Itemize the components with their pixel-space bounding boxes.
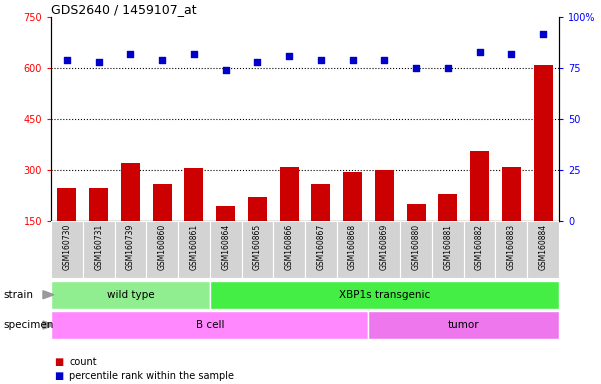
Point xyxy=(443,65,453,71)
Point xyxy=(475,49,484,55)
Point xyxy=(189,51,199,57)
Point xyxy=(221,67,230,73)
Bar xyxy=(375,170,394,272)
Polygon shape xyxy=(43,291,54,299)
Bar xyxy=(242,221,273,278)
Point xyxy=(157,57,167,63)
Bar xyxy=(178,221,210,278)
Bar xyxy=(185,168,203,272)
Point xyxy=(94,59,103,65)
Text: specimen: specimen xyxy=(3,320,53,330)
Bar xyxy=(502,167,521,272)
Text: XBP1s transgenic: XBP1s transgenic xyxy=(339,290,430,300)
Polygon shape xyxy=(43,321,54,329)
Bar xyxy=(273,221,305,278)
Text: tumor: tumor xyxy=(448,320,480,330)
Text: GSM160869: GSM160869 xyxy=(380,223,389,270)
Text: percentile rank within the sample: percentile rank within the sample xyxy=(69,371,234,381)
Bar xyxy=(407,204,426,272)
Text: ■: ■ xyxy=(54,371,63,381)
Bar xyxy=(527,221,559,278)
Bar xyxy=(368,221,400,278)
Bar xyxy=(51,221,83,278)
Bar xyxy=(400,221,432,278)
Bar xyxy=(368,311,559,339)
Bar xyxy=(121,163,140,272)
Text: GDS2640 / 1459107_at: GDS2640 / 1459107_at xyxy=(51,3,197,16)
Text: GSM160731: GSM160731 xyxy=(94,223,103,270)
Text: GSM160867: GSM160867 xyxy=(316,223,325,270)
Text: GSM160730: GSM160730 xyxy=(63,223,72,270)
Point xyxy=(380,57,389,63)
Bar xyxy=(432,221,464,278)
Text: GSM160865: GSM160865 xyxy=(253,223,262,270)
Text: B cell: B cell xyxy=(195,320,224,330)
Text: GSM160861: GSM160861 xyxy=(189,223,198,270)
Bar xyxy=(464,221,495,278)
Point xyxy=(316,57,326,63)
Bar xyxy=(343,172,362,272)
Point xyxy=(126,51,135,57)
Bar xyxy=(311,184,331,272)
Text: GSM160884: GSM160884 xyxy=(538,223,548,270)
Bar xyxy=(248,197,267,272)
Bar xyxy=(216,205,235,272)
Bar xyxy=(83,221,115,278)
Bar xyxy=(51,281,210,309)
Point xyxy=(62,57,72,63)
Bar xyxy=(115,221,146,278)
Text: GSM160881: GSM160881 xyxy=(444,224,453,270)
Bar xyxy=(51,311,368,339)
Text: strain: strain xyxy=(3,290,33,300)
Bar xyxy=(305,221,337,278)
Text: GSM160860: GSM160860 xyxy=(157,223,166,270)
Bar xyxy=(438,194,457,272)
Point xyxy=(252,59,262,65)
Point xyxy=(507,51,516,57)
Bar xyxy=(58,187,76,272)
Text: GSM160866: GSM160866 xyxy=(285,223,294,270)
Text: GSM160883: GSM160883 xyxy=(507,223,516,270)
Bar xyxy=(153,184,172,272)
Point xyxy=(411,65,421,71)
Bar xyxy=(89,188,108,272)
Point xyxy=(348,57,358,63)
Bar xyxy=(470,151,489,272)
Text: GSM160868: GSM160868 xyxy=(348,223,357,270)
Point xyxy=(538,30,548,36)
Text: GSM160739: GSM160739 xyxy=(126,223,135,270)
Text: GSM160882: GSM160882 xyxy=(475,224,484,270)
Bar xyxy=(337,221,368,278)
Bar xyxy=(210,221,242,278)
Bar xyxy=(534,65,552,272)
Text: GSM160880: GSM160880 xyxy=(412,223,421,270)
Text: ■: ■ xyxy=(54,357,63,367)
Text: count: count xyxy=(69,357,97,367)
Bar xyxy=(495,221,527,278)
Bar xyxy=(210,281,559,309)
Text: GSM160864: GSM160864 xyxy=(221,223,230,270)
Bar xyxy=(279,167,299,272)
Text: wild type: wild type xyxy=(106,290,154,300)
Point xyxy=(284,53,294,59)
Bar xyxy=(146,221,178,278)
